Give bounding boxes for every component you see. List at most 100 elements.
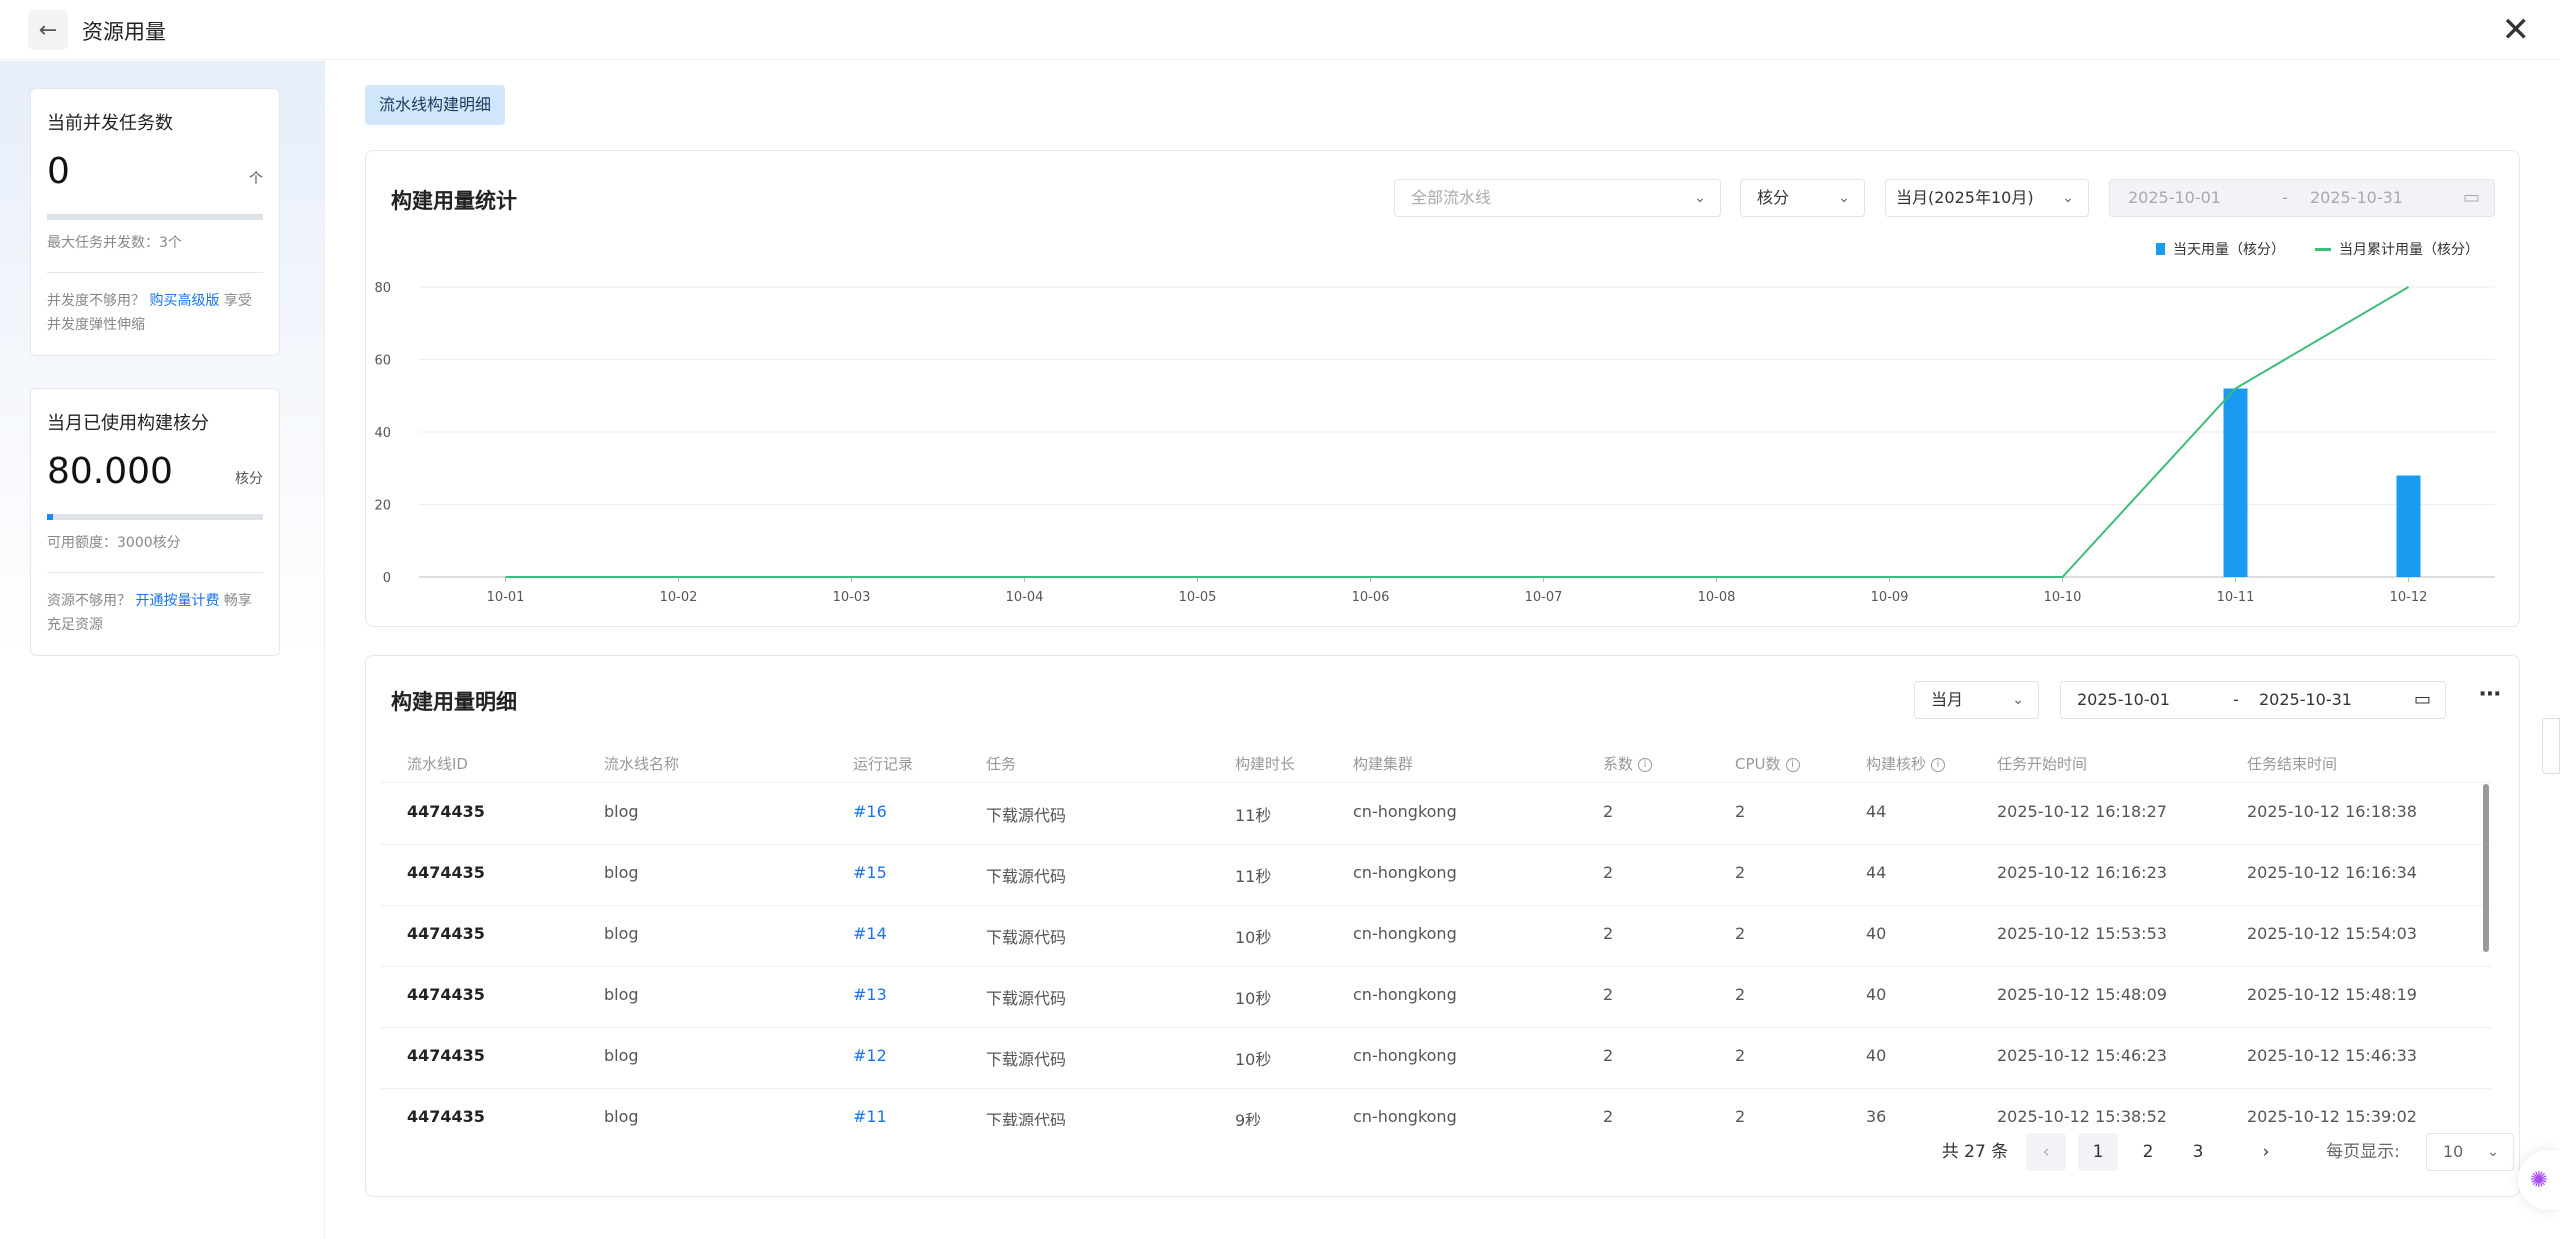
calendar-icon: ▭ — [2462, 187, 2480, 208]
chevron-down-icon: ⌄ — [2012, 692, 2024, 708]
y-tick-label: 0 — [383, 571, 391, 586]
column-header: 运行记录 — [853, 753, 913, 774]
enable-pay-as-you-go-link[interactable]: 开通按量计费 — [135, 593, 220, 609]
page-button[interactable]: 2 — [2142, 1142, 2154, 1162]
chevron-down-icon: ⌄ — [1694, 190, 1706, 206]
end-time: 2025-10-12 15:46:33 — [2247, 1046, 2417, 1065]
column-header: CPU数 i — [1735, 753, 1800, 774]
duration: 10秒 — [1235, 928, 1272, 947]
task: 下载源代码 — [986, 1050, 1067, 1069]
column-header: 任务结束时间 — [2247, 753, 2337, 774]
next-page-button[interactable]: › — [2262, 1142, 2270, 1162]
legend-line-swatch — [2315, 247, 2331, 251]
info-icon[interactable]: i — [1931, 757, 1946, 772]
x-tick-label: 10-02 — [660, 590, 698, 605]
page-title: 资源用量 — [82, 20, 166, 44]
detail-date-range[interactable]: 2025-10-01 - 2025-10-31 ▭ — [2060, 681, 2446, 719]
page-button[interactable]: 1 — [2078, 1133, 2118, 1171]
legend-bar-swatch — [2156, 243, 2165, 255]
cluster: cn-hongkong — [1353, 863, 1457, 882]
factor: 2 — [1603, 802, 1614, 821]
x-tick-label: 10-05 — [1179, 590, 1217, 605]
detail-table: 流水线ID 流水线名称 运行记录 任务 构建时长 构建集群 系数 i CPU数 i 构建核秒 i 任务开… — [366, 656, 2519, 1126]
cumulative-line — [505, 286, 2410, 578]
detail-period-select[interactable]: 当月 ⌄ — [1914, 681, 2039, 719]
run-record-link[interactable]: #16 — [853, 802, 887, 821]
unit-select[interactable]: 核分 ⌄ — [1740, 179, 1865, 217]
page-button[interactable]: 3 — [2192, 1142, 2204, 1162]
x-tick-label: 10-09 — [1871, 590, 1909, 605]
info-icon[interactable]: i — [1638, 757, 1653, 772]
concurrency-progress — [47, 214, 263, 220]
page-size-label: 每页显示: — [2326, 1142, 2400, 1162]
core-seconds: 40 — [1866, 985, 1887, 1004]
cpu: 2 — [1735, 985, 1746, 1004]
column-header: 构建核秒 i — [1866, 753, 1946, 774]
duration: 11秒 — [1235, 867, 1272, 886]
x-tick-label: 10-03 — [833, 590, 871, 605]
y-tick-label: 40 — [374, 426, 391, 441]
pipeline-name: blog — [604, 985, 639, 1004]
start-time: 2025-10-12 16:16:23 — [1997, 863, 2167, 882]
value: 当月(2025年10月) — [1896, 188, 2034, 207]
buy-premium-link[interactable]: 购买高级版 — [149, 293, 220, 309]
pipeline-id: 4474435 — [407, 985, 485, 1004]
factor: 2 — [1603, 1107, 1614, 1126]
start-time: 2025-10-12 16:18:27 — [1997, 802, 2167, 821]
card-title: 当前并发任务数 — [47, 113, 173, 134]
period-select[interactable]: 当月(2025年10月) ⌄ — [1885, 179, 2089, 217]
prev-page-button[interactable]: ‹ — [2026, 1133, 2066, 1171]
column-header: 任务 — [986, 753, 1016, 774]
cpu: 2 — [1735, 802, 1746, 821]
quota: 可用额度：3000核分 — [47, 535, 181, 551]
date-sep: - — [2233, 690, 2239, 709]
y-tick-label: 60 — [374, 354, 391, 369]
bar — [2396, 475, 2421, 577]
pipeline-name: blog — [604, 924, 639, 943]
end-time: 2025-10-12 15:54:03 — [2247, 924, 2417, 943]
pipeline-select[interactable]: 全部流水线 ⌄ — [1394, 179, 1721, 217]
page-size-select[interactable]: 10 ⌄ — [2426, 1133, 2514, 1171]
side-handle[interactable] — [2542, 718, 2560, 774]
detail-panel: 构建用量明细 当月 ⌄ 2025-10-01 - 2025-10-31 ▭ ⋯ 流… — [365, 655, 2520, 1197]
tip-text: 享受并发度弹性伸缩 — [47, 293, 252, 333]
core-minutes-progress — [47, 514, 263, 520]
cpu: 2 — [1735, 863, 1746, 882]
stats-date-range[interactable]: 2025-10-01 - 2025-10-31 ▭ — [2109, 179, 2495, 217]
column-label: 构建集群 — [1353, 755, 1414, 773]
panel-title: 构建用量统计 — [391, 189, 517, 213]
run-record-link[interactable]: #12 — [853, 1046, 887, 1065]
pipeline-id: 4474435 — [407, 863, 485, 882]
run-record-link[interactable]: #14 — [853, 924, 887, 943]
run-record-link[interactable]: #15 — [853, 863, 887, 882]
value: 当月 — [1931, 690, 1964, 709]
arrow-left-icon: ← — [38, 17, 58, 43]
y-tick-label: 20 — [374, 499, 391, 514]
end-time: 2025-10-12 15:39:02 — [2247, 1107, 2417, 1126]
tab-pipeline-build-detail[interactable]: 流水线构建明细 — [365, 85, 506, 125]
more-icon[interactable]: ⋯ — [2479, 682, 2501, 707]
usage-chart: 0 20 40 60 80 10-01 10-02 10-03 10-04 10-05 10-06 1… — [374, 281, 2495, 605]
legend-daily: 当天用量（核分） — [2173, 242, 2285, 258]
ai-assistant-icon[interactable]: ✺ — [2518, 1150, 2560, 1210]
x-tick-label: 10-10 — [2044, 590, 2082, 605]
chevron-down-icon: ⌄ — [2487, 1144, 2499, 1160]
column-label: CPU数 — [1735, 755, 1781, 773]
run-record-link[interactable]: #11 — [853, 1107, 887, 1126]
close-button[interactable]: ✕ — [2502, 10, 2531, 50]
table-scrollbar[interactable] — [2483, 784, 2489, 952]
factor: 2 — [1603, 924, 1614, 943]
run-record-link[interactable]: #13 — [853, 985, 887, 1004]
column-header: 流水线ID — [407, 753, 468, 774]
info-icon[interactable]: i — [1785, 757, 1800, 772]
pipeline-id: 4474435 — [407, 1046, 485, 1065]
back-button[interactable]: ← — [28, 10, 68, 50]
core-minutes-value: 80.000 — [47, 451, 173, 492]
x-tick-label: 10-08 — [1698, 590, 1736, 605]
factor: 2 — [1603, 863, 1614, 882]
stats-panel: 构建用量统计 全部流水线 ⌄ 核分 ⌄ 当月(2025年10月) ⌄ 2025-10-… — [365, 150, 2520, 627]
factor: 2 — [1603, 1046, 1614, 1065]
legend-cumulative: 当月累计用量（核分） — [2339, 242, 2479, 258]
close-icon: ✕ — [2501, 10, 2531, 50]
core-seconds: 40 — [1866, 924, 1887, 943]
